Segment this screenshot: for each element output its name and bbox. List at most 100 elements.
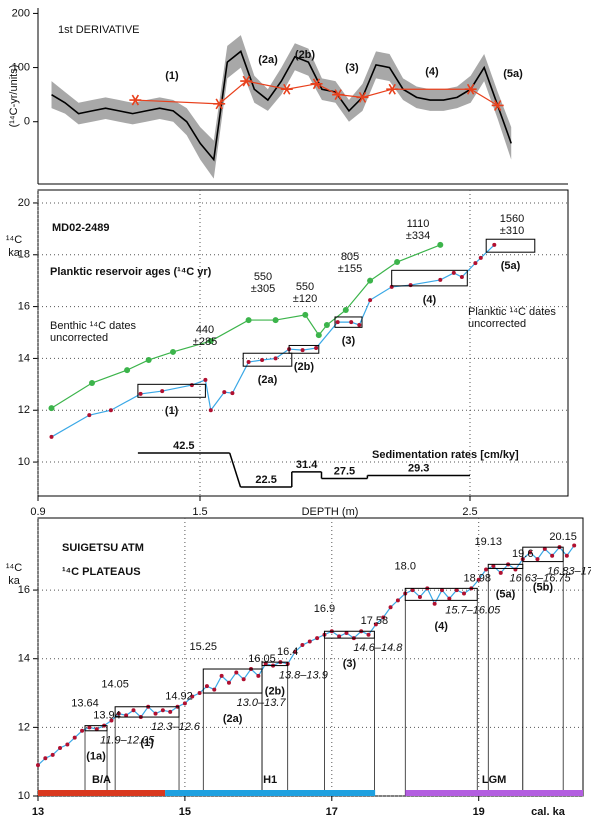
data-point [373,622,378,627]
plateau-label: (3) [345,62,359,74]
plateau-label: (1) [140,737,154,749]
data-point [263,661,268,666]
annotation: uncorrected [50,332,108,344]
x-tick-label: 1.5 [192,506,207,518]
data-point [246,360,251,365]
x-tick-label: 13 [32,806,44,818]
data-point [204,684,209,689]
rate-connector [228,452,242,488]
plateau-end-label: 13.94 [93,710,121,722]
plateau-range: 13.8–13.9 [279,669,328,681]
data-point [417,594,422,599]
period-bar [38,790,166,796]
period-bar [405,790,583,796]
rate-label: 42.5 [173,440,194,452]
asterisk-marker [491,100,504,111]
data-point [438,277,443,282]
data-point [190,694,195,699]
data-point [189,383,194,388]
marker-line [135,80,499,106]
data-point [381,615,386,620]
plateau-box [404,587,478,601]
data-point [260,357,265,362]
x-tick-label: 19 [473,806,485,818]
data-point [315,636,320,641]
reservoir-age-error: ±305 [251,283,275,295]
asterisk-marker [240,75,253,87]
data-point [203,377,208,382]
data-point [169,348,176,355]
asterisk-marker [356,91,369,103]
data-point [491,564,496,569]
annotation: Planktic ¹⁴C dates [468,306,556,318]
data-point [368,298,373,303]
data-point [80,728,85,733]
data-point [367,277,374,284]
period-label: H1 [263,774,277,786]
data-point [315,332,322,339]
y-axis-label: ¹⁴C [6,234,22,246]
plateau-end-label: 18.98 [463,572,491,584]
period-label: LGM [482,774,506,786]
data-point [212,687,217,692]
annotation: Planktic reservoir ages (¹⁴C yr) [50,266,212,278]
plateau-label: (2b) [265,685,286,697]
data-point [230,391,235,396]
data-point [131,708,136,713]
plateau-range: 12.3–12.6 [151,721,201,733]
y-tick-label: 200 [12,7,30,19]
data-point [153,711,158,716]
x-axis-label: cal. ka [531,806,566,818]
plateau-label: (5a) [496,588,516,600]
plateau-label: (5a) [501,260,521,272]
plateau-label: (5b) [533,581,554,593]
plateau-box [114,706,180,718]
data-point [437,241,444,248]
rate-label: 31.4 [296,459,318,471]
x-tick-label: 2.5 [462,506,477,518]
plateau-range: 14.6–14.8 [353,642,403,654]
data-point [476,577,481,582]
data-point [300,642,305,647]
asterisk-marker [386,83,399,95]
data-point [160,389,165,394]
data-point [245,317,252,324]
reservoir-age-error: ±285 [193,336,217,348]
annotation: Benthic ¹⁴C dates [50,320,137,332]
annotation: uncorrected [468,318,526,330]
data-point [484,567,489,572]
data-point [307,639,312,644]
plateau-box [137,383,206,398]
plateau-start-label: 15.25 [189,641,217,653]
x-tick-label: 17 [326,806,338,818]
plateau-label: (2a) [223,713,243,725]
data-point [388,605,393,610]
data-point [473,261,478,266]
plateau-start-label: 13.64 [71,698,99,710]
data-point [138,391,143,396]
plateau-start-label: 16.9 [314,603,335,615]
plateau-label: (1) [165,70,179,82]
series-line [51,244,495,438]
data-point [300,348,305,353]
y-tick-label: 10 [18,456,30,468]
data-point [335,320,340,325]
data-point [447,596,452,601]
y-axis-label: (¹⁴C-yr/units) [8,65,20,128]
chart-title: MD02-2489 [52,222,109,234]
plateau-end-label: 16.4 [277,646,298,658]
y-axis-label: ka [8,247,21,259]
plateau-range: 16.63–16.75 [510,572,572,584]
data-point [197,691,202,696]
plateau-box [323,630,375,639]
data-point [542,546,547,551]
chart-title: 1st DERIVATIVE [58,24,140,36]
period-label: B/A [92,774,111,786]
series-line [37,545,575,766]
data-point [535,557,540,562]
plateau-range: 16.83–17.25 [547,565,591,577]
plateau-label: (1) [165,405,179,417]
data-point [94,727,99,732]
y-tick-label: 14 [18,653,30,665]
data-point [462,591,467,596]
